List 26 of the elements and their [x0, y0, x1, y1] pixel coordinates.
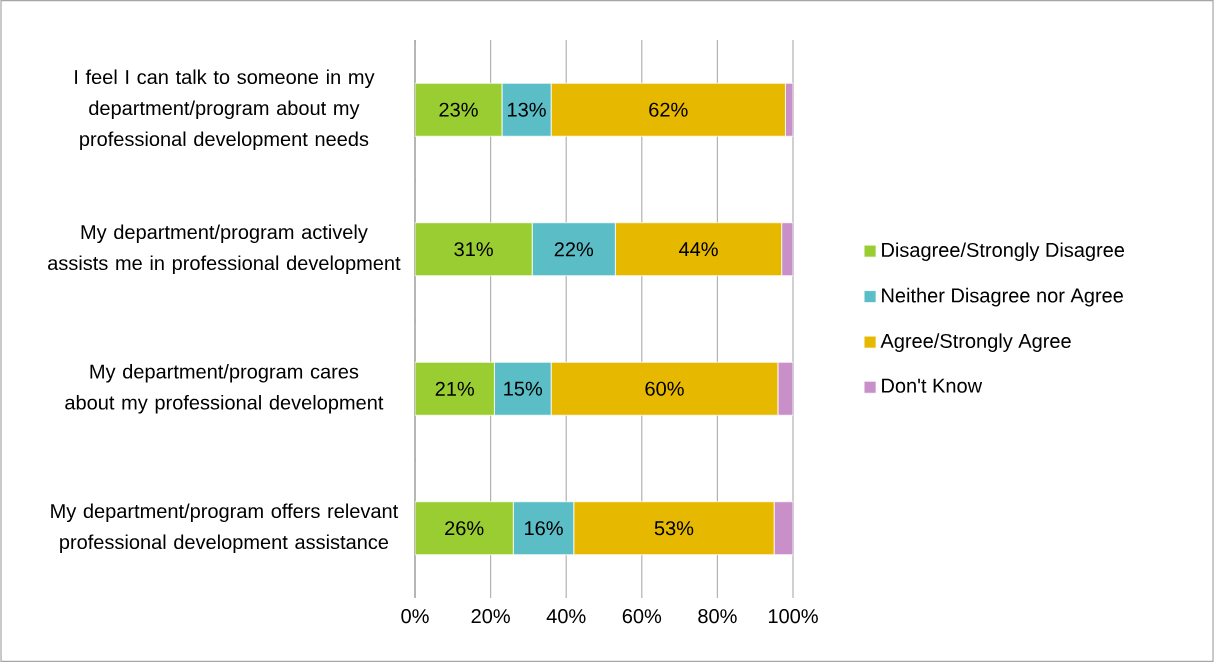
data-label: 26%: [445, 521, 484, 536]
x-tick-label: 40%: [546, 609, 586, 624]
data-label: 62%: [649, 102, 688, 117]
legend-label: Don't Know: [882, 378, 983, 393]
y-tick-label: My department/program actively assists me in professional development: [48, 224, 401, 275]
data-label: 44%: [678, 242, 718, 257]
x-tick-label: 60%: [622, 609, 662, 624]
y-tick-label: My department/program offers relevant professional development assistance: [51, 503, 399, 554]
x-tick-label: 80%: [698, 609, 737, 624]
data-label: 23%: [439, 102, 478, 117]
x-tick-label: 100%: [768, 609, 818, 624]
data-label: 60%: [645, 381, 684, 396]
data-label: 31%: [454, 242, 493, 257]
data-label: 21%: [435, 381, 475, 396]
data-label: 53%: [654, 521, 694, 536]
data-label: 22%: [554, 242, 594, 257]
data-label: 13%: [508, 102, 546, 117]
legend-label: Neither Disagree nor Agree: [882, 287, 1123, 307]
data-label: 15%: [504, 381, 543, 396]
legend-label: Disagree/Strongly Disagree: [882, 242, 1125, 262]
x-tick-label: 0%: [401, 609, 429, 624]
y-tick-label: My department/program cares about my professional development: [65, 363, 384, 414]
x-tick-label: 20%: [471, 609, 510, 624]
data-label: 16%: [525, 521, 563, 536]
y-tick-label: I feel I can talk to someone in my department/program about my professional development needs: [75, 69, 375, 151]
legend-label: Agree/Strongly Agree: [880, 333, 1071, 352]
